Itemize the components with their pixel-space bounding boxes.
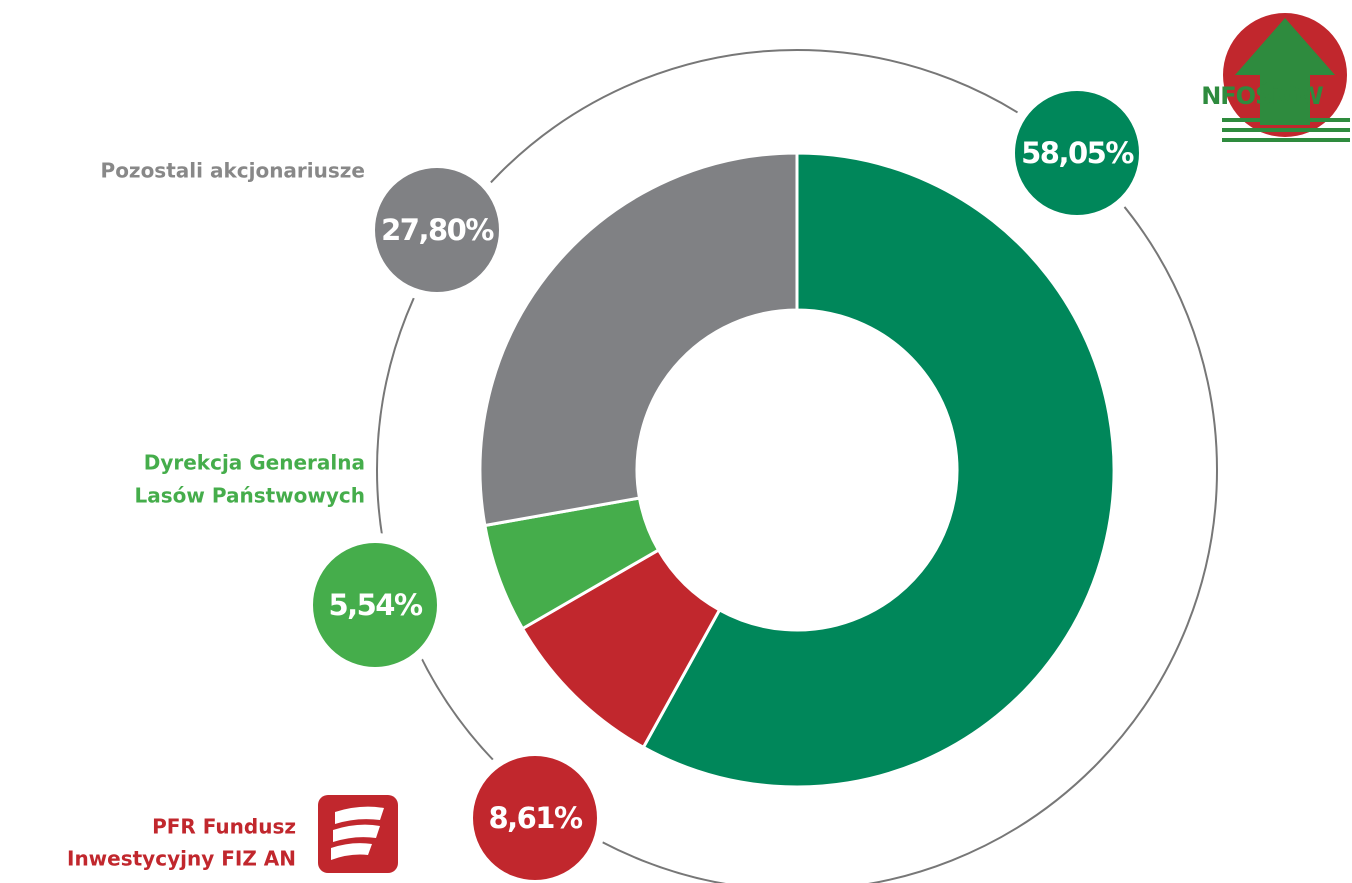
value-bubble	[463, 746, 607, 883]
category-label: PFR Fundusz	[152, 815, 296, 839]
category-label: Dyrekcja Generalna	[144, 451, 365, 475]
value-bubble	[365, 158, 509, 302]
pfr-logo	[318, 795, 398, 873]
category-label: Lasów Państwowych	[135, 484, 365, 508]
value-bubble	[303, 533, 447, 677]
value-label: 8,61%	[488, 801, 583, 835]
slice	[478, 151, 799, 528]
value-bubble	[1005, 81, 1149, 225]
slice	[641, 151, 1116, 789]
value-label: 27,80%	[381, 213, 494, 247]
outer-ring	[376, 49, 1218, 883]
value-label: 5,54%	[328, 588, 423, 622]
nfosigw-logo	[1222, 13, 1350, 142]
category-label: Pozostali akcjonariusze	[101, 159, 365, 183]
value-label: 58,05%	[1021, 136, 1134, 170]
category-label: Inwestycyjny FIZ AN	[67, 847, 296, 871]
category-label: NFOŚiGW	[1201, 80, 1323, 110]
